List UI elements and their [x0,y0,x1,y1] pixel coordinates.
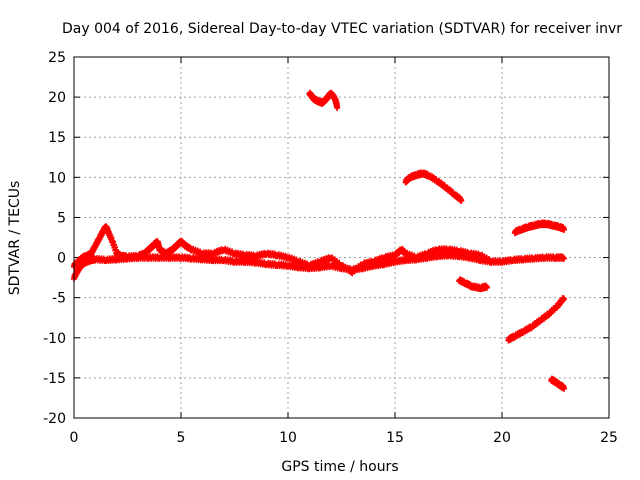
series-right-minus16 [548,375,568,392]
x-tick-label: 5 [177,430,186,446]
series-hump-20 [306,89,341,111]
chart-title: Day 004 of 2016, Sidereal Day-to-day VTE… [62,21,622,37]
y-tick-label: 0 [57,251,66,267]
y-tick-label: -15 [43,371,66,387]
series-dip-minus3 [456,276,491,293]
data-point [484,284,491,291]
y-tick-label: -20 [43,411,66,427]
y-axis-label: SDTVAR / TECUs [7,181,23,296]
y-tick-label: 20 [48,90,66,106]
grid [74,57,609,418]
data-point [488,259,495,266]
y-tick-label: 25 [48,50,66,66]
data-series [71,89,568,392]
axis-ticks: 0 5 10 15 20 25 -20 -15 -10 -5 0 5 10 15 20 25 [43,50,618,446]
y-tick-label: 10 [48,170,66,186]
x-tick-label: 15 [386,430,404,446]
data-point [561,255,568,262]
data-point [458,197,465,204]
data-point [561,385,568,392]
series-hump-10 [402,169,465,204]
plot-frame [73,56,610,419]
y-tick-label: 5 [57,210,66,226]
data-point [561,295,568,302]
y-tick-label: -5 [52,291,66,307]
x-axis-label: GPS time / hours [281,459,398,475]
series-upper-band [71,223,495,277]
series-right-ramp [505,295,568,344]
y-tick-label: 15 [48,130,66,146]
x-tick-label: 25 [600,430,618,446]
series-right-plus4 [511,219,568,237]
data-point [334,104,341,111]
x-tick-label: 10 [279,430,297,446]
data-point [561,226,568,233]
x-tick-label: 0 [70,430,79,446]
y-tick-label: -10 [43,331,66,347]
x-tick-label: 20 [493,430,511,446]
